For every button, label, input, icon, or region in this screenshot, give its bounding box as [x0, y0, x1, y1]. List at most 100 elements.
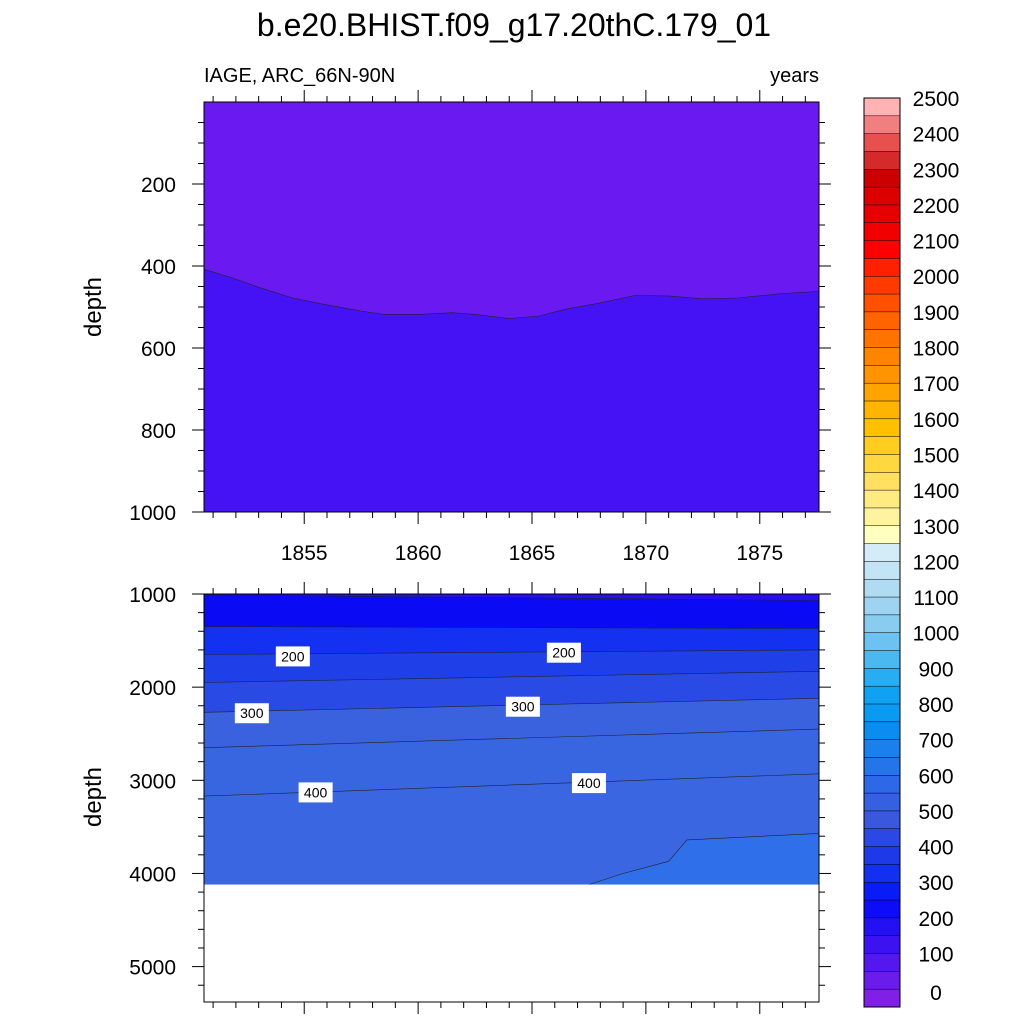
- colorbar-label: 2500: [913, 88, 960, 111]
- colorbar-swatch: [864, 490, 900, 509]
- colorbar-swatch: [864, 115, 900, 134]
- contour-label: 300: [511, 699, 535, 715]
- colorbar-swatch: [864, 900, 900, 919]
- upper-x-tick-label: 1860: [395, 542, 442, 565]
- colorbar-swatch: [864, 846, 900, 865]
- contour-label-box: [546, 642, 581, 663]
- colorbar-swatch: [864, 436, 900, 455]
- contour-label-box: [571, 773, 606, 794]
- colorbar-swatch: [864, 953, 900, 972]
- colorbar-swatch: [864, 454, 900, 473]
- colorbar-label: 2300: [913, 159, 960, 182]
- colorbar-label: 500: [918, 801, 953, 824]
- upper-shallow-fill: [204, 102, 819, 319]
- lower-bathymetry-mask: [204, 884, 819, 1002]
- colorbar-swatch: [864, 222, 900, 241]
- colorbar-label: 2200: [913, 195, 960, 218]
- colorbar-label: 700: [918, 730, 953, 753]
- contour-label-box: [298, 782, 333, 803]
- colorbar-label: 100: [918, 944, 953, 967]
- contour-label: 400: [577, 775, 601, 791]
- colorbar-swatch: [864, 133, 900, 152]
- lower-contour-panel: 200 200 300 300 400 400 1000 2000 3000 4000 5000: [129, 582, 831, 1014]
- colorbar-swatch: [864, 793, 900, 812]
- colorbar-swatch: [864, 98, 900, 117]
- colorbar-swatch: [864, 971, 900, 990]
- colorbar-swatch: [864, 258, 900, 277]
- upper-x-tick-label: 1875: [736, 542, 783, 565]
- upper-x-tick-label: 1855: [281, 542, 328, 565]
- colorbar-label: 0: [930, 982, 942, 1005]
- colorbar-label: 1400: [913, 480, 960, 503]
- upper-contour-line: [203, 269, 820, 319]
- colorbar-swatch: [864, 187, 900, 206]
- upper-contour-panel: 200 400 600 800 1000 1855 1860 1865 1870 1875: [129, 90, 831, 565]
- colorbar: 0 100 200 300 400 500 600 700 800 900 1000 1100 1200…: [863, 88, 960, 1008]
- colorbar-label: 2400: [913, 124, 960, 147]
- colorbar-label: 600: [918, 765, 953, 788]
- colorbar-label: 1300: [913, 516, 960, 539]
- contour-label-box: [275, 646, 310, 667]
- colorbar-swatch: [864, 311, 900, 330]
- colorbar-label: 800: [918, 694, 953, 717]
- lower-500-contour-line: [588, 833, 820, 885]
- upper-x-tick-label: 1865: [509, 542, 556, 565]
- colorbar-label: 1800: [913, 338, 960, 361]
- colorbar-label: 1700: [913, 373, 960, 396]
- contour-label-box: [234, 703, 269, 724]
- upper-left-label: IAGE, ARC_66N-90N: [204, 65, 395, 87]
- upper-y-tick-label: 400: [141, 256, 176, 279]
- colorbar-swatch: [864, 294, 900, 313]
- colorbar-label: 400: [918, 837, 953, 860]
- colorbar-label: 900: [918, 658, 953, 681]
- contour-label: 200: [281, 648, 305, 664]
- colorbar-swatch: [864, 240, 900, 259]
- colorbar-swatch: [864, 169, 900, 188]
- upper-y-tick-label: 1000: [129, 502, 176, 525]
- lower-y-axis-label: depth: [80, 767, 107, 827]
- contour-label-box: [505, 696, 540, 717]
- colorbar-swatch: [864, 668, 900, 687]
- lower-500-region-fill: [588, 833, 819, 885]
- colorbar-swatch: [864, 810, 900, 830]
- colorbar-label: 1900: [913, 302, 960, 325]
- colorbar-frame: [863, 97, 901, 1008]
- colorbar-swatch: [864, 614, 900, 633]
- lower-y-tick-label: 4000: [129, 863, 176, 886]
- contour-label: 400: [304, 784, 328, 800]
- colorbar-swatch: [864, 882, 900, 901]
- colorbar-swatch: [864, 935, 900, 954]
- colorbar-swatch: [864, 472, 900, 491]
- colorbar-label: 1600: [913, 409, 960, 432]
- colorbar-label: 2100: [913, 231, 960, 254]
- chart-title: b.e20.BHIST.f09_g17.20thC.179_01: [257, 7, 771, 43]
- lower-contour-line: [203, 671, 820, 683]
- colorbar-label: 1500: [913, 445, 960, 468]
- upper-y-tick-label: 200: [141, 174, 176, 197]
- upper-right-label: years: [770, 65, 819, 87]
- colorbar-label: 1200: [913, 551, 960, 574]
- lower-y-tick-label: 5000: [129, 957, 176, 980]
- lower-contour-line: [203, 594, 820, 601]
- colorbar-label: 300: [918, 872, 953, 895]
- colorbar-swatch: [864, 579, 900, 598]
- colorbar-swatch: [864, 650, 900, 669]
- colorbar-label: 1000: [913, 623, 960, 646]
- colorbar-swatch: [864, 775, 900, 794]
- colorbar-swatch: [864, 365, 900, 384]
- upper-y-tick-label: 600: [141, 338, 176, 361]
- lower-plot-frame: [203, 593, 820, 1003]
- colorbar-swatch: [864, 864, 900, 883]
- colorbar-swatch: [864, 632, 900, 651]
- colorbar-swatch: [864, 383, 900, 402]
- upper-x-tick-label: 1870: [623, 542, 670, 565]
- lower-y-tick-label: 2000: [129, 677, 176, 700]
- lower-band-fill: [204, 594, 819, 629]
- colorbar-swatch: [864, 721, 900, 740]
- colorbar-swatch: [864, 686, 900, 705]
- colorbar-label: 200: [918, 908, 953, 931]
- lower-contour-line: [203, 728, 820, 748]
- colorbar-swatch: [864, 561, 900, 580]
- contour-label: 300: [240, 705, 264, 721]
- colorbar-swatch: [864, 151, 900, 170]
